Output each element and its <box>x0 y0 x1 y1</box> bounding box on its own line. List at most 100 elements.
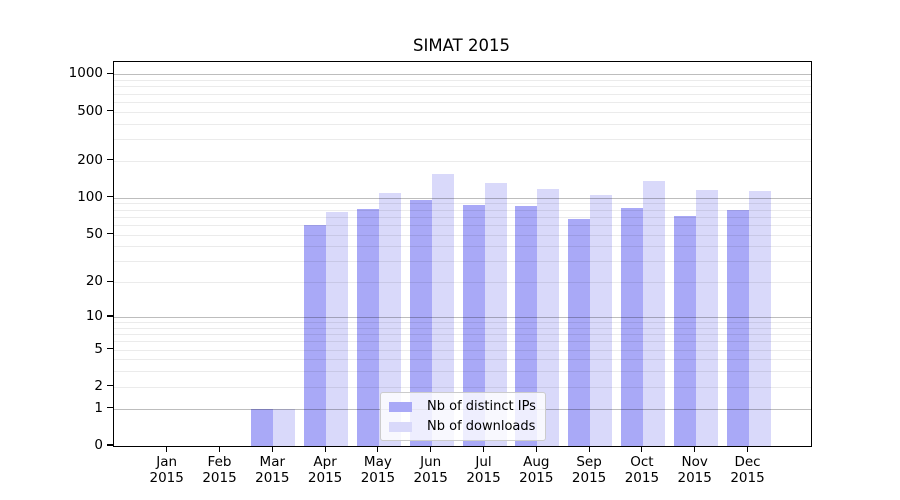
y-tick-label-5: 5 <box>94 340 103 357</box>
grid-layer <box>114 62 811 446</box>
x-tick-label-may: May 2015 <box>360 454 396 486</box>
y-tick-500 <box>107 110 113 112</box>
y-tick-label-200: 200 <box>77 151 103 168</box>
legend-item-downloads: Nb of downloads <box>389 418 536 435</box>
y-tick-label-20: 20 <box>85 273 103 290</box>
y-tick-1000 <box>107 72 113 74</box>
x-tick-label-sep: Sep 2015 <box>571 454 607 486</box>
x-tick-label-dec: Dec 2015 <box>730 454 765 486</box>
y-tick-label-100: 100 <box>77 188 103 205</box>
gridline-minor-80 <box>114 209 811 211</box>
gridline-minor-20 <box>114 282 811 284</box>
x-tick-may <box>377 446 379 452</box>
x-tick-jan <box>166 446 168 452</box>
x-tick-label-feb: Feb 2015 <box>202 454 237 486</box>
x-tick-jul <box>482 446 485 452</box>
bar-downloads-mar <box>273 408 296 446</box>
legend-item-distinct-ips: Nb of distinct IPs <box>389 398 536 415</box>
y-tick-2 <box>107 385 113 387</box>
bar-downloads-nov <box>695 190 718 446</box>
y-tick-200 <box>107 159 113 161</box>
x-tick-nov <box>694 446 696 452</box>
x-tick-label-jan: Jan 2015 <box>149 454 184 486</box>
chart-title: SIMAT 2015 <box>413 36 510 55</box>
legend-swatch-distinct-ips <box>389 401 412 412</box>
legend-label-downloads: Nb of downloads <box>427 419 536 434</box>
bar-ips-mar <box>251 408 274 446</box>
y-tick-10 <box>107 315 113 317</box>
gridline-minor-9 <box>114 322 811 324</box>
y-tick-label-50: 50 <box>85 225 103 242</box>
x-tick-apr <box>324 446 326 452</box>
bar-ips-may <box>356 209 379 446</box>
legend-label-distinct-ips: Nb of distinct IPs <box>427 399 536 414</box>
gridline-minor-6 <box>114 341 811 343</box>
gridline-minor-5 <box>114 349 811 351</box>
y-tick-5 <box>107 348 113 350</box>
gridline-minor-600 <box>114 101 811 103</box>
x-tick-label-oct: Oct 2015 <box>624 454 660 486</box>
bar-downloads-sep <box>590 194 613 446</box>
gridline-minor-90 <box>114 203 811 205</box>
bar-downloads-dec <box>748 190 771 446</box>
x-tick-label-jun: Jun 2015 <box>413 454 448 486</box>
y-tick-0 <box>107 444 113 446</box>
gridline-minor-500 <box>114 111 811 113</box>
x-tick-label-jul: Jul 2015 <box>466 454 501 486</box>
y-tick-1 <box>107 407 113 409</box>
bar-downloads-jul <box>484 182 507 446</box>
gridline-minor-40 <box>114 246 811 248</box>
bar-layer <box>114 62 811 446</box>
x-tick-label-aug: Aug 2015 <box>519 454 554 486</box>
bar-ips-nov <box>673 216 696 446</box>
gridline-minor-50 <box>114 234 811 236</box>
legend-swatch-downloads <box>389 421 412 432</box>
plot-area: Nb of distinct IPs Nb of downloads <box>113 61 812 447</box>
bar-ips-jul <box>462 204 485 446</box>
y-tick-20 <box>107 280 113 282</box>
gridline-minor-700 <box>114 93 811 95</box>
y-tick-label-10: 10 <box>85 308 103 324</box>
x-tick-feb <box>218 446 221 452</box>
y-tick-label-1000: 1000 <box>68 65 103 82</box>
gridline-minor-300 <box>114 139 811 140</box>
bar-ips-dec <box>726 209 749 446</box>
x-tick-dec <box>746 446 749 452</box>
gridline-major-10 <box>114 317 811 318</box>
x-tick-aug <box>535 446 537 452</box>
y-tick-label-0: 0 <box>94 437 103 453</box>
x-tick-sep <box>588 446 590 452</box>
gridline-minor-200 <box>114 160 811 162</box>
gridline-minor-30 <box>114 261 811 263</box>
bar-ips-jun <box>409 199 432 446</box>
x-tick-label-nov: Nov 2015 <box>677 454 712 486</box>
bar-ips-oct <box>620 208 643 446</box>
y-tick-label-500: 500 <box>77 102 103 119</box>
bar-downloads-aug <box>537 188 560 446</box>
gridline-minor-800 <box>114 86 811 88</box>
bar-ips-aug <box>515 206 538 446</box>
gridline-minor-3 <box>114 371 811 373</box>
bar-downloads-may <box>378 192 401 446</box>
x-tick-label-mar: Mar 2015 <box>255 454 290 486</box>
gridline-major-1000 <box>114 74 811 76</box>
bar-downloads-apr <box>326 211 349 446</box>
gridline-minor-900 <box>114 80 811 81</box>
gridline-minor-4 <box>114 359 811 361</box>
bar-ips-apr <box>304 224 327 446</box>
y-tick-label-2: 2 <box>94 377 103 394</box>
y-tick-100 <box>107 196 113 198</box>
x-tick-oct <box>641 446 643 452</box>
bar-ips-sep <box>568 219 591 446</box>
legend: Nb of distinct IPs Nb of downloads <box>380 392 546 441</box>
x-tick-jun <box>430 446 432 452</box>
gridline-minor-400 <box>114 123 811 125</box>
x-tick-label-apr: Apr 2015 <box>307 454 343 486</box>
y-tick-label-1: 1 <box>94 399 103 416</box>
gridline-major-100 <box>114 197 811 199</box>
y-tick-50 <box>107 232 113 235</box>
bar-downloads-oct <box>642 181 665 446</box>
x-tick-mar <box>271 446 273 452</box>
gridline-minor-8 <box>114 327 811 329</box>
